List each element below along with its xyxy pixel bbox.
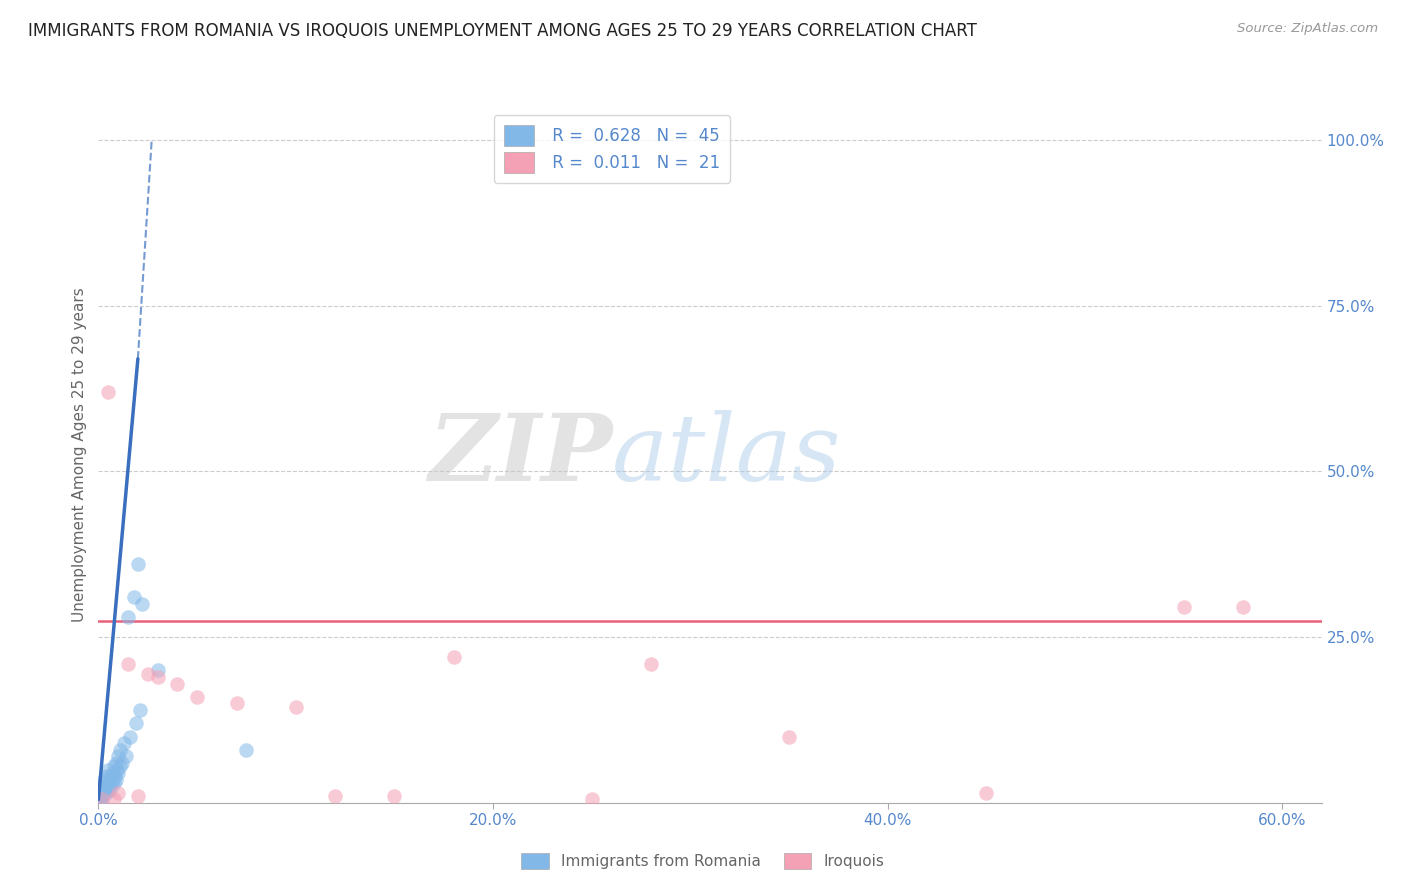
Point (186, 690, 208, 704)
Point (90, 782, 112, 797)
Point (1173, 600, 1195, 615)
Point (443, 650, 465, 665)
Point (101, 776, 124, 790)
Point (103, 766, 125, 780)
Point (974, 786, 997, 800)
Point (122, 591, 145, 605)
Point (96, 779, 118, 793)
Point (1232, 600, 1254, 615)
Point (107, 749, 129, 764)
Point (146, 663, 169, 677)
Legend:  R =  0.628   N =  45,  R =  0.011   N =  21: R = 0.628 N = 45, R = 0.011 N = 21 (494, 115, 730, 183)
Point (96, 786, 118, 800)
Point (89, 789, 111, 804)
Point (136, 666, 159, 681)
Point (125, 716, 148, 731)
Point (93, 786, 115, 800)
Point (105, 756, 128, 770)
Text: Source: ZipAtlas.com: Source: ZipAtlas.com (1237, 22, 1378, 36)
Point (117, 657, 139, 671)
Point (111, 756, 134, 770)
Point (89, 792, 111, 806)
Point (90, 792, 112, 806)
Point (284, 699, 307, 714)
Point (225, 697, 247, 711)
Point (98, 776, 121, 790)
Point (104, 769, 127, 783)
Point (640, 657, 662, 671)
Point (93, 776, 115, 790)
Point (100, 772, 122, 787)
Point (108, 759, 131, 773)
Point (117, 610, 139, 624)
Point (108, 743, 131, 757)
Point (382, 789, 405, 804)
Text: atlas: atlas (612, 410, 842, 500)
Point (127, 558, 149, 572)
Legend: Immigrants from Romania, Iroquois: Immigrants from Romania, Iroquois (516, 847, 890, 875)
Text: IMMIGRANTS FROM ROMANIA VS IROQUOIS UNEMPLOYMENT AMONG AGES 25 TO 29 YEARS CORRE: IMMIGRANTS FROM ROMANIA VS IROQUOIS UNEM… (28, 22, 977, 40)
Y-axis label: Unemployment Among Ages 25 to 29 years: Unemployment Among Ages 25 to 29 years (72, 287, 87, 623)
Point (98, 769, 121, 783)
Point (91, 779, 114, 793)
Point (112, 736, 135, 750)
Point (166, 676, 188, 690)
Point (97, 782, 120, 797)
Point (91, 792, 114, 806)
Point (107, 786, 129, 800)
Point (91, 792, 114, 806)
Point (115, 749, 138, 764)
Point (103, 759, 125, 773)
Point (127, 789, 149, 804)
Point (778, 730, 800, 744)
Point (91, 789, 114, 804)
Point (97, 384, 120, 399)
Point (96, 769, 118, 783)
Point (94, 782, 117, 797)
Point (581, 792, 603, 806)
Point (103, 792, 125, 806)
Point (235, 743, 257, 757)
Point (131, 597, 153, 611)
Point (103, 776, 125, 790)
Point (118, 730, 141, 744)
Point (146, 670, 169, 684)
Text: ZIP: ZIP (427, 410, 612, 500)
Point (89, 786, 111, 800)
Point (128, 703, 150, 717)
Point (105, 763, 128, 777)
Point (98, 782, 121, 797)
Point (93, 772, 115, 787)
Point (105, 772, 128, 787)
Point (97, 763, 120, 777)
Point (323, 789, 346, 804)
Point (107, 766, 129, 780)
